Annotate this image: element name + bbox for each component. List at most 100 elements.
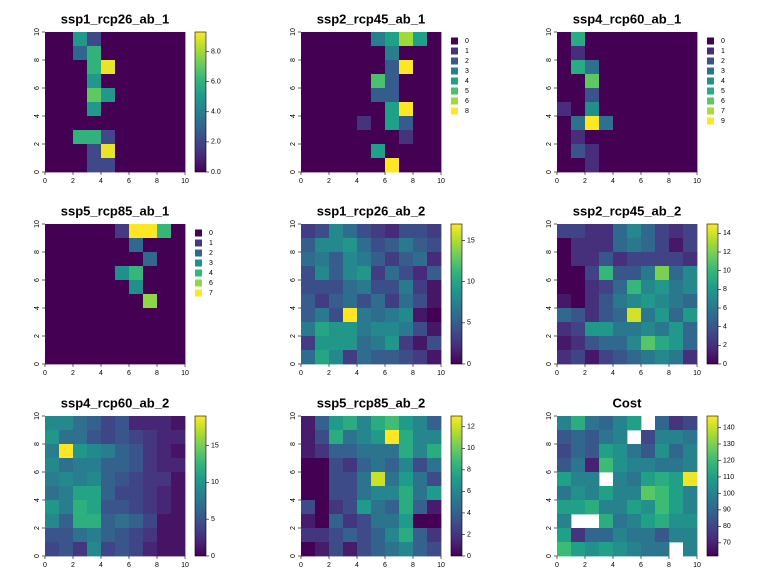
- cell: [329, 430, 344, 445]
- cell: [329, 158, 344, 173]
- cell: [641, 144, 656, 159]
- cell: [45, 88, 60, 103]
- cell: [301, 542, 316, 557]
- cell: [571, 116, 586, 131]
- cell: [87, 294, 102, 309]
- cell: [129, 514, 144, 529]
- cell: [599, 130, 614, 145]
- cell: [371, 130, 386, 145]
- cell: [343, 336, 358, 351]
- cell: [413, 116, 428, 131]
- colorbar-tick-label: 80: [723, 523, 731, 530]
- y-tick-label: 4: [546, 306, 553, 310]
- cell: [413, 308, 428, 323]
- colorbar: [450, 415, 463, 557]
- cell: [73, 116, 88, 131]
- cell: [115, 416, 130, 431]
- cell: [343, 130, 358, 145]
- cell: [343, 294, 358, 309]
- cell: [59, 102, 74, 117]
- cell: [157, 350, 172, 365]
- cell: [101, 500, 116, 515]
- colorbar-tick-label: 0: [723, 361, 727, 368]
- cell: [585, 444, 600, 459]
- cell: [599, 416, 614, 431]
- cell: [571, 252, 586, 267]
- cell: [101, 116, 116, 131]
- cell: [73, 322, 88, 337]
- cell: [557, 308, 572, 323]
- cell: [129, 430, 144, 445]
- y-tick-label: 4: [34, 114, 41, 118]
- x-tick-label: 10: [437, 370, 445, 377]
- cell: [87, 472, 102, 487]
- cell: [301, 500, 316, 515]
- cell: [157, 74, 172, 89]
- cell: [385, 238, 400, 253]
- cell: [301, 486, 316, 501]
- cell: [315, 280, 330, 295]
- cell: [641, 486, 656, 501]
- cell: [343, 102, 358, 117]
- y-tick-label: 2: [34, 142, 41, 146]
- x-tick-label: 2: [583, 370, 587, 377]
- cell: [413, 102, 428, 117]
- legend-label: 2: [465, 58, 469, 65]
- cell: [329, 528, 344, 543]
- cell: [371, 486, 386, 501]
- cell: [613, 224, 628, 239]
- cell: [129, 130, 144, 145]
- y-tick-label: 2: [546, 526, 553, 530]
- cell: [655, 60, 670, 75]
- cell: [59, 514, 74, 529]
- x-tick-label: 8: [411, 370, 415, 377]
- cell: [129, 280, 144, 295]
- cell: [129, 60, 144, 75]
- x-tick-label: 2: [71, 562, 75, 569]
- colorbar: [194, 31, 207, 173]
- cell: [315, 46, 330, 61]
- cell: [357, 224, 372, 239]
- cell: [329, 32, 344, 47]
- cell: [115, 528, 130, 543]
- cell: [357, 116, 372, 131]
- cell: [59, 542, 74, 557]
- cell: [599, 224, 614, 239]
- cell: [143, 144, 158, 159]
- cell: [315, 74, 330, 89]
- legend-label: 1: [209, 240, 213, 247]
- colorbar-tick-label: 130: [723, 441, 735, 448]
- cell: [101, 336, 116, 351]
- cell: [613, 336, 628, 351]
- x-tick-label: 2: [327, 178, 331, 185]
- cell: [427, 444, 442, 459]
- x-tick-label: 4: [355, 562, 359, 569]
- cell: [655, 88, 670, 103]
- cell: [101, 528, 116, 543]
- cell: [315, 144, 330, 159]
- cell: [599, 88, 614, 103]
- cell: [585, 88, 600, 103]
- cell: [329, 144, 344, 159]
- cell: [371, 500, 386, 515]
- cell: [655, 308, 670, 323]
- cell: [585, 322, 600, 337]
- cell: [427, 158, 442, 173]
- legend-label: 7: [209, 290, 213, 297]
- cell: [315, 116, 330, 131]
- cell: [627, 308, 642, 323]
- cell: [399, 528, 414, 543]
- cell: [301, 458, 316, 473]
- cell: [683, 116, 698, 131]
- cell: [557, 130, 572, 145]
- cell: [329, 252, 344, 267]
- y-tick-label: 6: [34, 470, 41, 474]
- cell: [171, 130, 186, 145]
- cell: [301, 444, 316, 459]
- cell: [59, 144, 74, 159]
- cell: [143, 266, 158, 281]
- y-tick-label: 10: [290, 412, 297, 420]
- cell: [45, 308, 60, 323]
- cell: [315, 88, 330, 103]
- cell: [413, 32, 428, 47]
